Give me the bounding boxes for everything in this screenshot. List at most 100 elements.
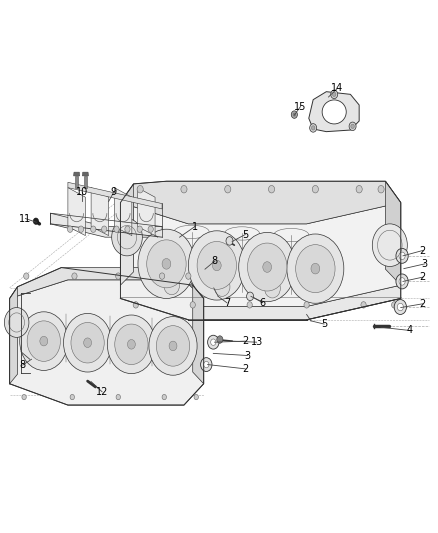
Circle shape xyxy=(114,226,119,232)
Circle shape xyxy=(226,237,233,245)
Circle shape xyxy=(164,276,180,295)
Text: 8: 8 xyxy=(20,360,26,370)
Circle shape xyxy=(394,300,406,314)
Circle shape xyxy=(24,273,29,279)
Circle shape xyxy=(156,326,190,366)
Circle shape xyxy=(91,226,96,232)
Polygon shape xyxy=(10,268,204,298)
Circle shape xyxy=(115,324,148,365)
Circle shape xyxy=(217,336,223,343)
Polygon shape xyxy=(68,188,85,236)
Circle shape xyxy=(310,124,317,132)
Circle shape xyxy=(116,273,121,279)
Circle shape xyxy=(361,302,366,308)
Circle shape xyxy=(332,92,336,96)
Circle shape xyxy=(392,302,397,308)
Text: 14: 14 xyxy=(331,84,343,93)
Circle shape xyxy=(214,277,230,296)
Circle shape xyxy=(247,302,252,308)
Polygon shape xyxy=(120,181,401,224)
Circle shape xyxy=(356,185,362,193)
Circle shape xyxy=(194,394,198,400)
Circle shape xyxy=(137,185,143,193)
Text: 9: 9 xyxy=(111,187,117,197)
Circle shape xyxy=(22,394,26,400)
Text: 4: 4 xyxy=(406,326,413,335)
Circle shape xyxy=(33,218,39,224)
Circle shape xyxy=(125,226,130,232)
Circle shape xyxy=(197,241,237,289)
Polygon shape xyxy=(193,285,204,384)
Polygon shape xyxy=(74,172,80,176)
Polygon shape xyxy=(309,92,359,132)
Circle shape xyxy=(20,312,68,370)
Circle shape xyxy=(72,273,77,279)
Circle shape xyxy=(263,262,272,272)
Circle shape xyxy=(268,185,275,193)
Circle shape xyxy=(133,302,138,308)
Circle shape xyxy=(247,243,287,291)
Circle shape xyxy=(67,226,73,232)
Circle shape xyxy=(84,338,92,348)
Circle shape xyxy=(112,219,142,256)
Circle shape xyxy=(78,226,84,232)
Text: 2: 2 xyxy=(420,272,426,282)
Text: 5: 5 xyxy=(321,319,327,329)
Text: 3: 3 xyxy=(244,351,251,360)
Circle shape xyxy=(399,278,405,285)
Circle shape xyxy=(212,260,221,271)
Circle shape xyxy=(169,341,177,351)
Circle shape xyxy=(296,245,335,293)
Circle shape xyxy=(397,303,403,311)
Circle shape xyxy=(311,263,320,274)
Circle shape xyxy=(247,292,254,301)
Circle shape xyxy=(127,340,135,349)
Circle shape xyxy=(148,226,153,232)
Text: 2: 2 xyxy=(242,336,248,346)
Circle shape xyxy=(70,394,74,400)
Circle shape xyxy=(208,335,219,349)
Circle shape xyxy=(162,259,171,269)
Polygon shape xyxy=(138,188,155,236)
Circle shape xyxy=(116,394,120,400)
Circle shape xyxy=(71,322,104,363)
Circle shape xyxy=(372,224,407,266)
Circle shape xyxy=(293,113,296,116)
Text: 5: 5 xyxy=(242,230,248,239)
Polygon shape xyxy=(120,285,401,320)
Circle shape xyxy=(27,321,60,361)
Polygon shape xyxy=(10,280,204,405)
Circle shape xyxy=(239,232,296,302)
Text: 7: 7 xyxy=(224,298,230,308)
Ellipse shape xyxy=(322,100,346,124)
Circle shape xyxy=(399,252,405,260)
Circle shape xyxy=(211,339,216,345)
Circle shape xyxy=(186,273,191,279)
Circle shape xyxy=(138,229,195,298)
Polygon shape xyxy=(10,287,18,384)
Circle shape xyxy=(349,122,356,131)
Circle shape xyxy=(331,90,338,99)
Polygon shape xyxy=(120,197,134,285)
Polygon shape xyxy=(68,182,162,209)
Circle shape xyxy=(287,234,344,303)
Text: 6: 6 xyxy=(260,298,266,308)
Text: 2: 2 xyxy=(242,364,248,374)
Polygon shape xyxy=(91,188,109,236)
Circle shape xyxy=(396,248,408,263)
Circle shape xyxy=(351,124,354,128)
Polygon shape xyxy=(82,172,88,176)
Circle shape xyxy=(311,126,315,130)
Circle shape xyxy=(102,226,107,232)
Circle shape xyxy=(304,302,309,308)
Polygon shape xyxy=(84,176,87,188)
Circle shape xyxy=(378,185,384,193)
Text: 8: 8 xyxy=(212,256,218,266)
Text: 2: 2 xyxy=(420,246,426,255)
Polygon shape xyxy=(120,184,134,285)
Text: 2: 2 xyxy=(420,299,426,309)
Circle shape xyxy=(4,308,29,337)
Text: 15: 15 xyxy=(294,102,307,111)
Circle shape xyxy=(204,361,209,368)
Circle shape xyxy=(147,240,186,288)
